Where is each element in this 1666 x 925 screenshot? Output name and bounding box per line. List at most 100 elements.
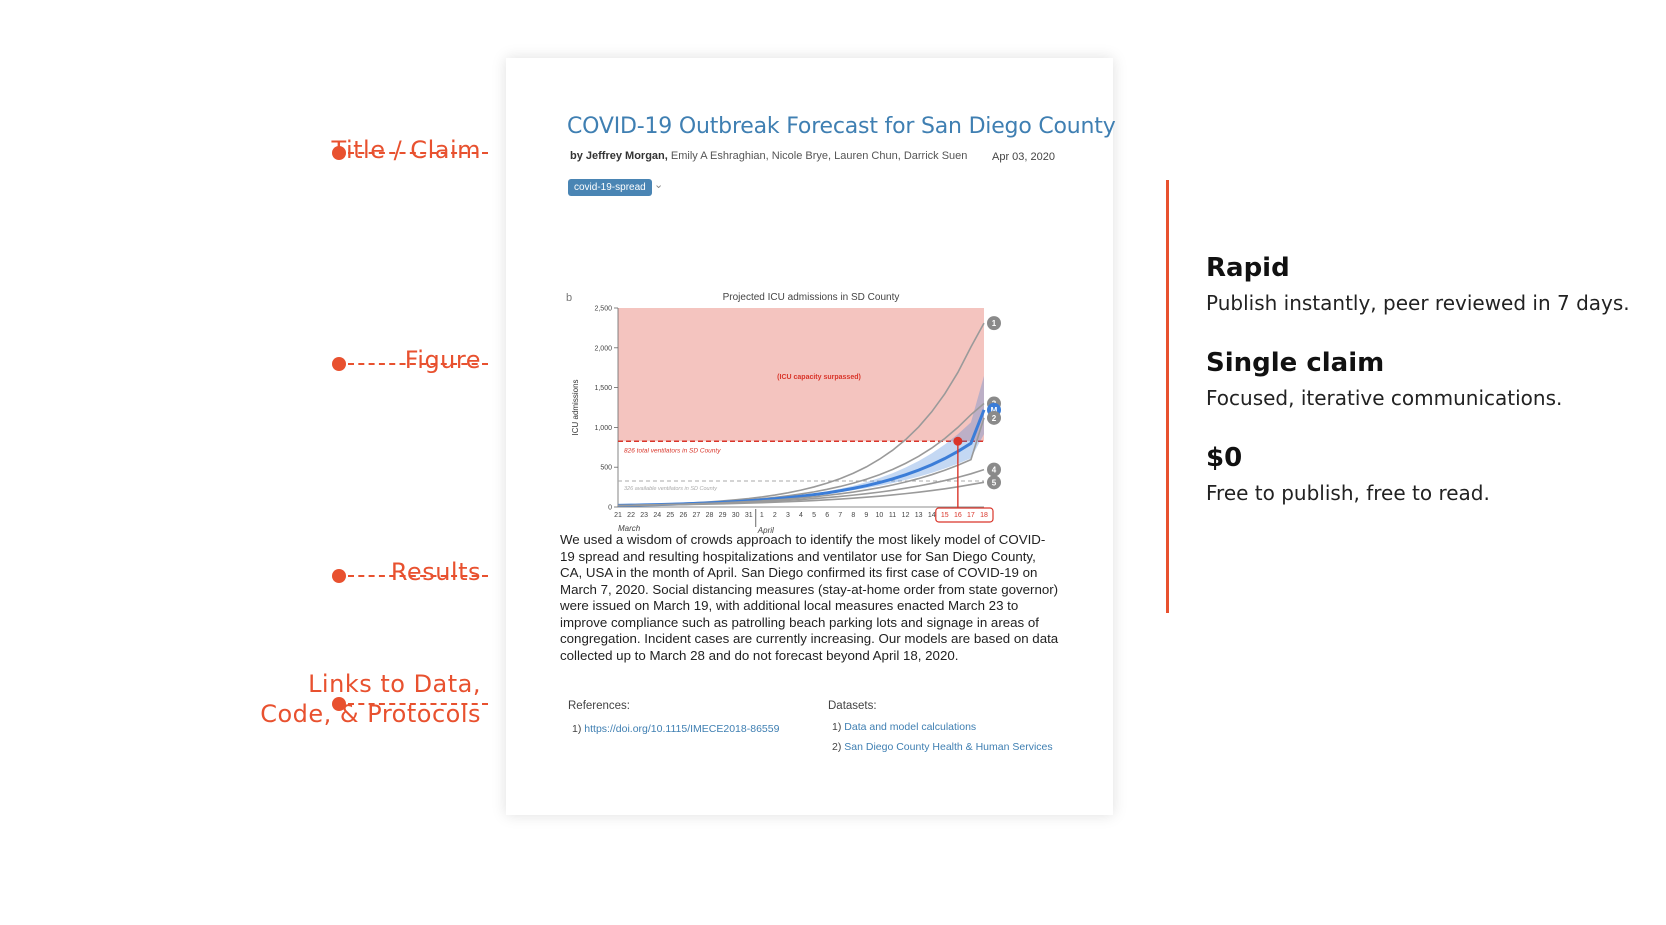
topic-tag[interactable]: covid-19-spread [568, 179, 652, 196]
dataset-number: 2) [832, 741, 842, 753]
annotation-dot [332, 146, 346, 160]
series-badge-4 [987, 462, 1001, 477]
results-paragraph: We used a wisdom of crowds approach to i… [560, 532, 1059, 663]
annotation-dot [332, 357, 346, 371]
chart-title: Projected ICU admissions in SD County [723, 292, 900, 303]
series-badge-1 [987, 316, 1001, 331]
x-tick-label: 24 [653, 512, 661, 519]
y-tick-label: 1,000 [594, 425, 612, 432]
x-tick-label: 4 [799, 512, 803, 519]
feature-title-single-claim: Single claim [1206, 348, 1385, 378]
annotation-dashed-line [348, 703, 488, 705]
x-tick-label: 27 [693, 512, 701, 519]
y-tick-label: 2,500 [594, 306, 612, 313]
y-tick-label: 500 [600, 465, 612, 472]
x-tick-label: 1 [760, 512, 764, 519]
x-month-label: March [618, 524, 641, 533]
series-badge-label: 2 [992, 414, 997, 423]
feature-desc-single-claim: Focused, iterative communications. [1206, 386, 1563, 410]
paper-card: COVID-19 Outbreak Forecast for San Diego… [506, 58, 1116, 815]
y-tick-label: 2,000 [594, 345, 612, 352]
x-tick-label: 6 [825, 512, 829, 519]
reference-number: 1) [572, 723, 582, 735]
y-tick-label: 1,500 [594, 385, 612, 392]
annotation-connector-links [332, 697, 492, 711]
capacity-crossing-marker [953, 436, 963, 446]
series-badge-2 [987, 410, 1001, 425]
annotation-results: Results [390, 558, 481, 586]
figure: b Projected ICU admissions in SD County (I… [556, 238, 1076, 578]
x-tick-label: 23 [640, 512, 648, 519]
x-tick-label: 21 [614, 512, 622, 519]
model-uncertainty-band [761, 375, 984, 500]
x-tick-label: 29 [719, 512, 727, 519]
annotation-connector-title [332, 146, 492, 160]
annotation-dot [332, 697, 346, 711]
x-tick-label: 31 [745, 512, 753, 519]
annotation-figure: Figure [404, 346, 481, 374]
annotation-dashed-line [348, 575, 488, 577]
x-tick-label: 28 [706, 512, 714, 519]
dataset-link[interactable]: Data and model calculations [844, 721, 977, 733]
feature-title-cost: $0 [1206, 443, 1243, 473]
annotation-dashed-line [348, 152, 488, 154]
feature-desc-rapid: Publish instantly, peer reviewed in 7 da… [1206, 291, 1630, 315]
series-badge-label: 1 [992, 319, 997, 328]
dataset-link[interactable]: San Diego County Health & Human Services [844, 741, 1053, 753]
ventilators-available-label: 326 available ventilators in SD County [624, 486, 718, 492]
series-badge-label: M [991, 406, 998, 415]
x-tick-label: 26 [679, 512, 687, 519]
chevron-down-icon[interactable]: ⌄ [654, 179, 664, 191]
feature-desc-cost: Free to publish, free to read. [1206, 481, 1490, 505]
series-badge-label: 5 [992, 478, 997, 487]
x-tick-label: 30 [732, 512, 740, 519]
x-tick-label: 16 [954, 512, 962, 519]
dataset-item: 1) Data and model calculations [832, 721, 976, 733]
paper-date: Apr 03, 2020 [992, 151, 1055, 163]
panel-label: b [566, 292, 572, 304]
x-tick-label: 17 [967, 512, 975, 519]
x-tick-label: 11 [889, 512, 896, 519]
annotation-connector-figure [332, 357, 492, 371]
series-badge-label: 4 [992, 466, 997, 475]
annotation-dashed-line [348, 363, 488, 365]
feature-title-rapid: Rapid [1206, 253, 1290, 283]
annotation-links-line1: Links to Data, [308, 670, 481, 698]
reference-item: 1) https://doi.org/10.1115/IMECE2018-865… [572, 723, 779, 735]
dataset-number: 1) [832, 721, 842, 733]
forecast-window-box [935, 507, 994, 523]
paper-byline: by Jeffrey Morgan, Emily A Eshraghian, N… [570, 150, 967, 162]
x-tick-label: 3 [786, 512, 790, 519]
capacity-label: (ICU capacity surpassed) [777, 374, 861, 381]
references-heading: References: [568, 700, 631, 712]
x-tick-label: 8 [851, 512, 855, 519]
capacity-region [618, 308, 984, 442]
x-tick-label: 5 [812, 512, 816, 519]
series-line-5 [617, 481, 985, 507]
x-tick-label: 25 [666, 512, 674, 519]
series-badge-5 [987, 475, 1001, 490]
icu-chart: b Projected ICU admissions in SD County (I… [566, 292, 1001, 535]
x-tick-label: 15 [941, 512, 949, 519]
paper-title[interactable]: COVID-19 Outbreak Forecast for San Diego… [567, 114, 1116, 139]
annotation-dot [332, 569, 346, 583]
annotation-title-claim: Title / Claim [331, 136, 481, 164]
ventilators-total-label: 826 total ventilators in SD County [624, 447, 721, 454]
x-tick-label: 18 [980, 512, 988, 519]
x-tick-label: 10 [876, 512, 884, 519]
x-tick-label: 13 [915, 512, 923, 519]
x-tick-label: 14 [928, 512, 936, 519]
reference-link[interactable]: https://doi.org/10.1115/IMECE2018-86559 [584, 723, 780, 735]
datasets-heading: Datasets: [828, 700, 877, 712]
x-tick-label: 22 [627, 512, 635, 519]
x-tick-label: 9 [864, 512, 868, 519]
y-axis-label: ICU admissions [571, 379, 580, 435]
co-authors: Emily A Eshraghian, Nicole Brye, Lauren … [670, 150, 968, 162]
x-tick-label: 7 [838, 512, 842, 519]
x-tick-label: 12 [902, 512, 910, 519]
x-tick-label: 2 [773, 512, 777, 519]
lead-author[interactable]: by Jeffrey Morgan, [570, 150, 668, 162]
annotation-connector-results [332, 569, 492, 583]
x-month-label: April [757, 526, 774, 535]
y-tick-label: 0 [608, 505, 612, 512]
